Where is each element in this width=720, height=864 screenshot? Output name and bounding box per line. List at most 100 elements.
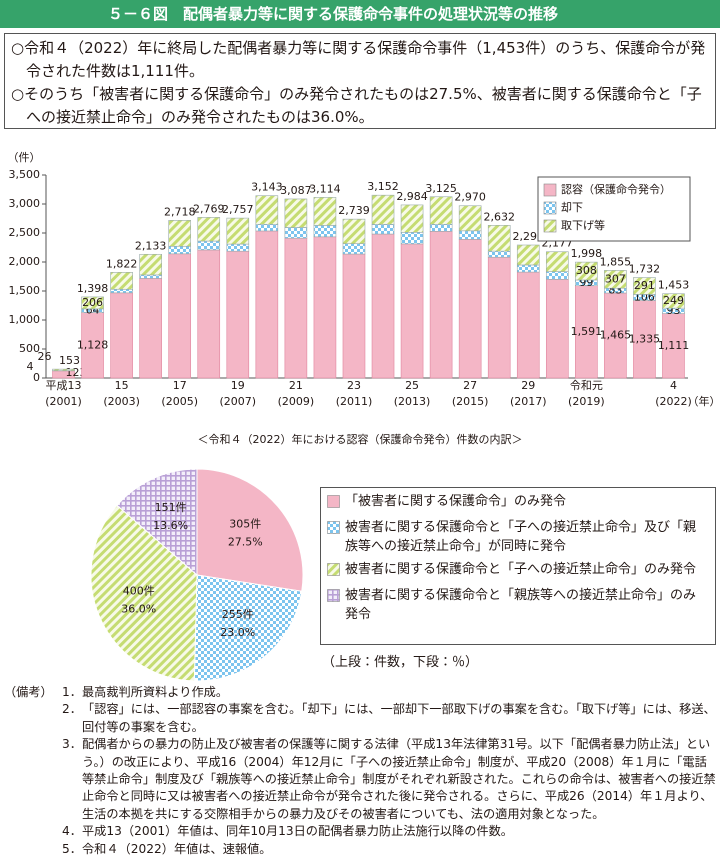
slice-percent-label: 23.0%: [220, 626, 255, 639]
x-tick-sublabel: (2022): [655, 395, 692, 408]
legend-entry: 「被害者に関する保護命令」のみ発令: [327, 492, 707, 514]
legend-label: 被害者に関する保護命令と「子への接近禁止命令」及び「親族等への接近禁止命令」が同…: [345, 520, 697, 554]
note-row: 4． 平成13（2001）年値は、同年10月13日の配偶者暴力防止法施行以降の件数…: [4, 823, 716, 840]
segment-label: 206: [82, 296, 103, 309]
bar-segment: [458, 230, 482, 240]
bar-segment: [342, 243, 366, 255]
notes: （備考） 1． 最高裁判所資料より作成。 2． 「認容」には、一部認容の事案を含む。「却…: [4, 684, 716, 858]
bar-segment: [197, 240, 221, 251]
total-label: 1,453: [658, 279, 690, 292]
bar-segment: [371, 224, 395, 235]
bar-segment: [313, 225, 337, 238]
legend-entry: 被害者に関する保護命令と「子への接近禁止命令」及び「親族等への接近禁止命令」が同…: [327, 518, 707, 556]
x-tick-label: 27: [463, 379, 477, 392]
x-tick-sublabel: (2005): [161, 395, 198, 408]
bar-segment: [342, 253, 366, 379]
x-tick-label: 21: [289, 379, 303, 392]
segment-label: 26: [38, 350, 52, 363]
legend-label: 被害者に関する保護命令と「子への接近禁止命令」のみ発令: [345, 562, 697, 577]
bar-segment: [516, 264, 540, 273]
legend-swatch-fill: [327, 521, 340, 534]
legend-swatch: [327, 563, 340, 576]
bar-segment: [545, 251, 569, 272]
bar-segment: [604, 270, 627, 289]
note-text: 配偶者からの暴力の防止及び被害者の保護等に関する法律（平成13年法律第31号。以…: [82, 737, 716, 821]
slice-count-label: 305件: [229, 518, 261, 531]
bar-segment: [662, 293, 685, 309]
bar-segment: [545, 271, 569, 280]
note-text: 「認容」には、一部認容の事案を含む。「却下」には、一部却下一部取下げの事案を含む…: [82, 702, 716, 734]
total-label: 1,822: [106, 257, 138, 270]
x-tick-label: 4: [670, 379, 677, 392]
slice-percent-label: 27.5%: [228, 536, 263, 549]
bar-segment: [400, 204, 424, 233]
bar-segment: [284, 237, 308, 379]
pie-legend: 「被害者に関する保護命令」のみ発令被害者に関する保護命令と「子への接近禁止命令」…: [320, 487, 716, 645]
pie-slice: [193, 574, 303, 682]
bar-segment: [516, 244, 540, 266]
x-tick-label: 17: [173, 379, 187, 392]
bar-segment: [429, 231, 453, 379]
bar-segment: [371, 194, 395, 225]
segment-label: 308: [576, 264, 597, 277]
total-label: 2,632: [483, 210, 515, 223]
x-tick-sublabel: (2003): [103, 395, 140, 408]
bar-segment: [371, 233, 395, 379]
note-label: [4, 736, 60, 823]
bar-segment: [226, 217, 250, 245]
bar-segment: [255, 224, 279, 232]
y-tick-label: 500: [19, 342, 40, 355]
note-number: 5．: [62, 841, 82, 856]
segment-label: 307: [605, 272, 626, 285]
x-tick-label: 23: [347, 379, 361, 392]
bar-segment: [400, 243, 424, 379]
note-number: 4．: [62, 824, 82, 839]
total-label: 3,152: [367, 180, 399, 193]
y-unit: （件）: [8, 151, 41, 164]
legend-label: 却下: [561, 201, 583, 214]
bar-segment: [313, 197, 337, 226]
legend-swatch-fill: [327, 589, 340, 602]
legend-swatch-box: [327, 586, 345, 624]
note-label: （備考）: [4, 685, 53, 699]
legend-swatch-fill: [327, 495, 340, 508]
bar-segment: [110, 292, 133, 379]
y-tick-label: 0: [33, 371, 40, 384]
x-tick-label: 令和元: [570, 378, 603, 392]
bar-segment: [545, 279, 569, 379]
bar-segment: [139, 253, 162, 276]
total-label: 3,087: [280, 184, 312, 197]
bar-segment: [429, 196, 453, 225]
bar-segment: [139, 274, 162, 279]
legend-label: 被害者に関する保護命令と「親族等への接近禁止命令」のみ発令: [345, 588, 697, 622]
bar-segment: [284, 227, 308, 239]
y-tick-label: 3,000: [9, 197, 41, 210]
total-label: 3,143: [251, 181, 283, 194]
summary-box: ○令和４（2022）年に終局した配偶者暴力等に関する保護命令事件（1,453件）…: [4, 33, 716, 129]
total-label: 2,970: [454, 191, 486, 204]
note-row: 5． 令和４（2022）年値は、速報値。: [4, 841, 716, 858]
x-tick-sublabel: (2009): [278, 395, 315, 408]
note-number: 3．: [62, 737, 82, 752]
total-label: 1,998: [571, 247, 603, 260]
x-tick-sublabel: (2007): [220, 395, 257, 408]
pie-slice: [196, 468, 304, 592]
total-label: 1,855: [600, 255, 632, 268]
total-label: 1,732: [629, 263, 661, 276]
legend-swatch: [543, 201, 557, 215]
legend-swatch-box: [327, 560, 345, 582]
bar-segment: [284, 198, 308, 228]
y-tick-label: 1,500: [9, 284, 41, 297]
segment-label: 1,128: [77, 338, 109, 351]
x-tick-sublabel: (2013): [394, 395, 431, 408]
bar-segment: [516, 271, 540, 379]
legend-entry: 被害者に関する保護命令と「子への接近禁止命令」のみ発令: [327, 560, 707, 582]
legend-swatch-fill: [327, 563, 340, 576]
bar-segment: [313, 236, 337, 379]
legend-swatch-box: [327, 518, 345, 556]
bar-segment: [458, 205, 482, 232]
pie-title: ＜令和４（2022）年における認容（保護命令発令）件数の内訳＞: [198, 432, 523, 446]
bar-segment: [110, 272, 133, 290]
total-label: 3,125: [425, 182, 457, 195]
